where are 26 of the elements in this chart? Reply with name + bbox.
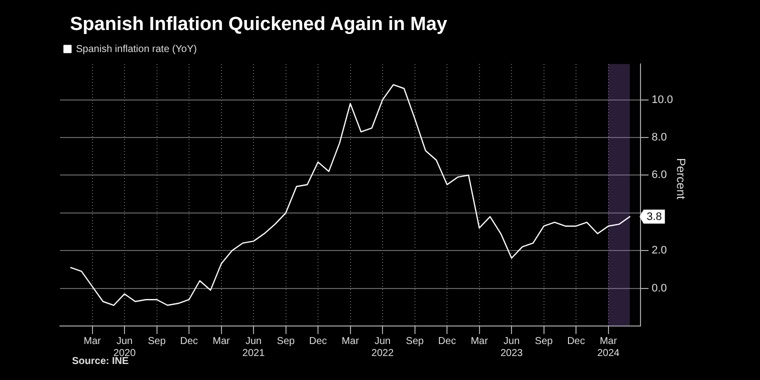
- x-tick-label: Mar: [84, 336, 102, 347]
- y-axis-title: Percent: [674, 158, 688, 200]
- x-tick-label: Sep: [276, 336, 296, 347]
- x-tick-label: Jun 2021: [242, 336, 266, 359]
- x-tick-label: Sep: [406, 336, 424, 347]
- x-tick-label: Mar: [342, 336, 360, 347]
- chart-title: Spanish Inflation Quickened Again in May: [70, 14, 448, 36]
- legend-label: Spanish inflation rate (YoY): [76, 44, 197, 55]
- x-tick-label: Dec: [180, 336, 198, 347]
- y-tick-label: 8.0: [652, 132, 667, 144]
- x-tick-label: Dec: [309, 336, 327, 347]
- x-tick-label: Jun 2023: [500, 336, 524, 359]
- source-note: Source: INE: [72, 356, 129, 367]
- x-tick-label: Mar 2024: [597, 336, 620, 359]
- x-tick-label: Sep: [534, 336, 554, 347]
- y-tick-label: 2.0: [652, 244, 667, 257]
- x-tick-label: Dec: [438, 336, 456, 347]
- x-tick-label: Jun 2022: [371, 336, 394, 359]
- x-tick-label: Sep: [148, 336, 166, 347]
- x-tick-label: Dec: [567, 336, 585, 347]
- y-tick-label: 0.0: [652, 282, 667, 294]
- y-tick-label: 6.0: [652, 169, 667, 182]
- y-tick-label: 10.0: [652, 94, 674, 106]
- x-tick-label: Mar: [470, 336, 489, 347]
- x-tick-label: Mar: [212, 336, 231, 347]
- data-label: 3.8: [646, 211, 662, 224]
